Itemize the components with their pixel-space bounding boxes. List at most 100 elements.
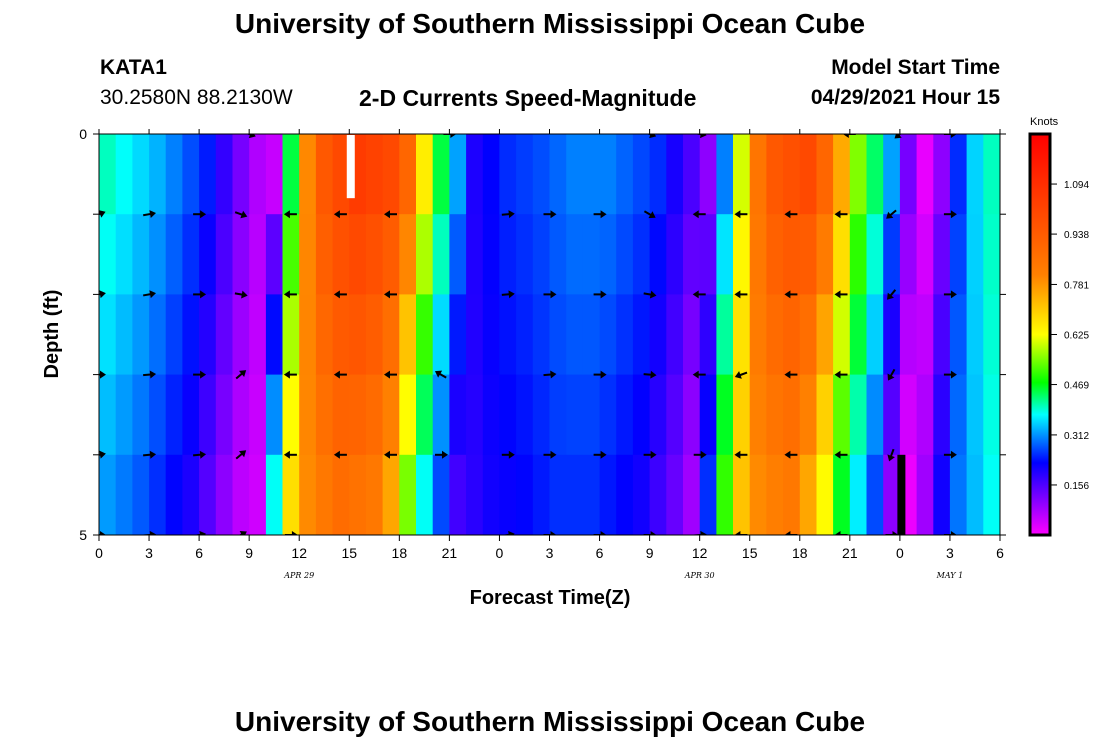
heat-cell: [666, 454, 684, 535]
heat-cell: [899, 374, 918, 456]
heat-cell: [399, 454, 417, 535]
heat-cell: [265, 294, 284, 376]
heat-cell: [749, 374, 767, 456]
chart-subtitle: 2-D Currents Speed-Magnitude: [359, 85, 697, 111]
x-tick-label: 9: [646, 545, 654, 561]
heat-cell: [499, 294, 517, 376]
heat-cell: [632, 134, 651, 215]
current-arrow: [943, 370, 957, 379]
heat-cell: [182, 374, 200, 456]
heat-cell: [265, 214, 284, 295]
heat-cell: [232, 214, 250, 295]
heat-cell: [749, 294, 767, 376]
x-tick-label: 21: [842, 545, 858, 561]
heat-cell: [933, 454, 951, 535]
x-tick-label: 12: [692, 545, 708, 561]
heat-cell: [966, 134, 984, 215]
heat-cell: [783, 134, 801, 215]
colorbar-gradient: [1028, 132, 1052, 537]
x-tick-label: 21: [442, 545, 458, 561]
current-arrow: [143, 370, 157, 379]
heat-cell: [449, 374, 467, 456]
heat-cell: [683, 454, 701, 535]
heat-cell: [616, 454, 634, 535]
current-arrow: [643, 370, 657, 379]
colorbar: Knots 1.094 0.938 0.781 0.625 0.469 0.312 0.15…: [1028, 116, 1089, 537]
heat-cell: [416, 294, 434, 376]
heat-cell: [199, 134, 217, 215]
heat-cell: [482, 214, 501, 295]
colorbar-tick-label: 1.094: [1064, 180, 1089, 191]
heat-cell: [649, 454, 667, 535]
current-arrow: [143, 290, 156, 299]
current-arrow: [834, 370, 848, 379]
heat-cell: [582, 134, 601, 215]
current-arrow: [784, 370, 798, 379]
heat-cell: [916, 214, 934, 295]
heat-cell: [532, 214, 551, 295]
heat-cell: [866, 214, 884, 295]
heat-cell: [849, 454, 868, 535]
current-arrow: [333, 210, 347, 219]
heat-cell: [366, 214, 384, 295]
heat-cell: [399, 214, 417, 295]
current-arrow: [643, 210, 656, 219]
heat-cell: [332, 454, 350, 535]
heat-cell: [766, 214, 784, 295]
current-arrow: [501, 210, 515, 219]
heat-cell: [599, 454, 617, 535]
x-axis: 0 3 6 9 12 15 18 21 0 3 6 9 12 15 18 21 0 3 6 APR 29 APR 30 M…: [95, 129, 1004, 580]
heat-cell: [799, 134, 818, 215]
heat-cell: [716, 294, 734, 376]
heat-cell: [449, 294, 467, 376]
heat-cell: [516, 134, 534, 215]
heat-cell: [349, 374, 367, 456]
heat-cell: [883, 374, 901, 456]
heat-cell: [866, 374, 884, 456]
current-arrow: [734, 450, 748, 459]
heat-cell: [733, 454, 751, 535]
heat-cell: [883, 214, 901, 295]
heat-cell: [382, 454, 400, 535]
current-arrow: [784, 210, 798, 219]
heat-cell: [466, 294, 484, 376]
current-arrow: [643, 450, 657, 459]
heat-cell: [99, 374, 117, 456]
heat-cell: [282, 294, 300, 376]
current-arrow: [643, 290, 657, 299]
current-arrow: [643, 531, 657, 535]
current-arrow: [886, 209, 897, 219]
heatmap-cells: [99, 134, 1000, 535]
heat-cell: [282, 214, 300, 295]
x-tick-label: 3: [145, 545, 153, 561]
heat-cell: [766, 294, 784, 376]
heat-cell: [766, 134, 784, 215]
heat-cell: [215, 294, 234, 376]
current-arrow: [943, 531, 957, 535]
heat-cell: [249, 214, 267, 295]
heat-cell: [332, 294, 350, 376]
heat-cell: [182, 214, 200, 295]
heat-cell: [816, 134, 834, 215]
current-arrow: [894, 134, 906, 139]
current-arrow: [593, 531, 607, 535]
heat-cell: [466, 374, 484, 456]
heat-cell: [199, 374, 217, 456]
colorbar-tick-label: 0.156: [1064, 481, 1089, 492]
heat-cell: [833, 374, 851, 456]
heat-cell: [966, 454, 984, 535]
heat-cell: [799, 374, 818, 456]
page-title: University of Southern Mississippi Ocean…: [234, 8, 866, 39]
x-tick-label: 0: [496, 545, 504, 561]
current-arrow: [99, 370, 106, 379]
heat-cell: [315, 214, 334, 295]
heat-cell: [315, 134, 334, 215]
x-tick-label: 0: [896, 545, 904, 561]
heat-cell: [149, 454, 167, 535]
current-arrow: [543, 290, 557, 299]
heat-cell: [249, 374, 267, 456]
heat-cell: [799, 214, 818, 295]
heat-cell: [833, 294, 851, 376]
current-arrow: [734, 210, 748, 219]
